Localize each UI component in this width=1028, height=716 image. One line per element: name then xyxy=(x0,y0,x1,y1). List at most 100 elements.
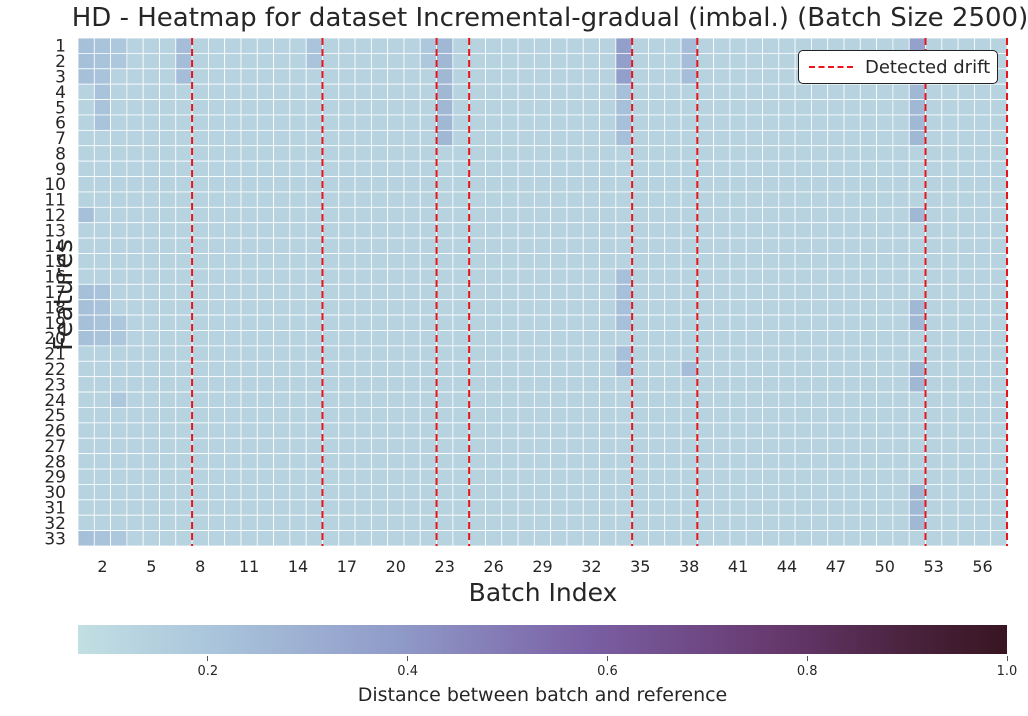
heatmap-cell xyxy=(354,514,372,532)
heatmap-cell xyxy=(305,68,323,85)
heatmap-cell xyxy=(142,37,160,54)
heatmap-cell xyxy=(517,453,535,470)
heatmap-cell xyxy=(452,453,470,470)
heatmap-cell xyxy=(533,530,552,547)
heatmap-cell xyxy=(631,376,649,393)
heatmap-cell xyxy=(501,391,519,408)
heatmap-cell xyxy=(240,345,258,362)
heatmap-cell xyxy=(403,422,421,439)
heatmap-cell xyxy=(582,376,600,393)
heatmap-cell xyxy=(745,391,763,408)
heatmap-cell xyxy=(273,222,291,239)
y-tick-label: 2 xyxy=(55,52,66,72)
heatmap-cell xyxy=(811,453,829,470)
heatmap-cell xyxy=(256,391,274,408)
heatmap-cell xyxy=(224,299,242,316)
heatmap-cell xyxy=(908,206,926,224)
heatmap-cell xyxy=(452,530,470,547)
heatmap-cell xyxy=(843,160,861,177)
y-tick-label: 31 xyxy=(44,499,66,519)
y-tick-label: 25 xyxy=(44,406,66,426)
heatmap-cell xyxy=(501,145,519,162)
heatmap-cell xyxy=(762,176,780,193)
heatmap-cell xyxy=(533,437,552,455)
heatmap-cell xyxy=(599,360,617,378)
heatmap-cell xyxy=(370,314,389,331)
heatmap-cell xyxy=(354,391,372,408)
heatmap-cell xyxy=(745,422,763,439)
heatmap-cell xyxy=(159,299,177,316)
heatmap-cell xyxy=(142,114,160,131)
y-tick-label: 10 xyxy=(44,175,66,195)
y-tick-labels: 1234567891011121314151617181920212223242… xyxy=(44,37,66,550)
heatmap-cell xyxy=(859,422,878,439)
heatmap-cell xyxy=(256,206,274,224)
heatmap-cell xyxy=(794,345,812,362)
heatmap-cell xyxy=(354,360,372,378)
heatmap-cell xyxy=(990,206,1008,224)
heatmap-cell xyxy=(517,206,535,224)
heatmap-cell xyxy=(827,360,845,378)
heatmap-cell xyxy=(631,206,649,224)
heatmap-cell xyxy=(240,68,258,85)
colorbar-tick xyxy=(407,656,409,661)
heatmap-cell xyxy=(452,314,470,331)
heatmap-cell xyxy=(582,99,600,116)
heatmap-cell xyxy=(224,437,242,455)
heatmap-cell xyxy=(354,191,372,208)
x-tick-label: 38 xyxy=(679,557,699,576)
heatmap-cell xyxy=(599,176,617,193)
heatmap-cell xyxy=(175,253,193,270)
heatmap-cell xyxy=(550,283,568,301)
heatmap-cell xyxy=(403,145,421,162)
heatmap-cell xyxy=(452,391,470,408)
heatmap-cell xyxy=(110,299,128,316)
heatmap-cell xyxy=(696,376,715,393)
heatmap-cell xyxy=(387,484,405,501)
heatmap-cell xyxy=(843,422,861,439)
heatmap-cell xyxy=(517,222,535,239)
heatmap-cell xyxy=(892,330,910,347)
heatmap-cell xyxy=(957,145,975,162)
heatmap-cell xyxy=(256,145,274,162)
heatmap-cell xyxy=(566,145,584,162)
heatmap-cell xyxy=(224,422,242,439)
x-tick-label: 26 xyxy=(483,557,503,576)
heatmap-cell xyxy=(794,422,812,439)
heatmap-cell xyxy=(305,437,323,455)
heatmap-cell xyxy=(794,206,812,224)
heatmap-cell xyxy=(533,468,552,485)
heatmap-cell xyxy=(957,407,975,424)
heatmap-cell xyxy=(403,360,421,378)
heatmap-cell xyxy=(908,422,926,439)
heatmap-cell xyxy=(892,499,910,516)
heatmap-cell xyxy=(289,499,307,516)
heatmap-cell xyxy=(550,160,568,177)
heatmap-cell xyxy=(533,268,552,285)
heatmap-cell xyxy=(126,191,144,208)
heatmap-cell xyxy=(859,237,878,254)
heatmap-cell xyxy=(126,268,144,285)
heatmap-cell xyxy=(892,360,910,378)
heatmap-cell xyxy=(207,299,226,316)
heatmap-cell xyxy=(859,530,878,547)
heatmap-cell xyxy=(436,222,454,239)
heatmap-cell xyxy=(745,514,763,532)
heatmap-cell xyxy=(191,360,209,378)
heatmap-cell xyxy=(582,283,600,301)
heatmap-cell xyxy=(859,114,878,131)
heatmap-cell xyxy=(827,237,845,254)
heatmap-cell xyxy=(159,530,177,547)
heatmap-cell xyxy=(142,376,160,393)
heatmap-cell xyxy=(876,206,894,224)
heatmap-cell xyxy=(745,68,763,85)
heatmap-cell xyxy=(745,330,763,347)
heatmap-cell xyxy=(305,114,323,131)
heatmap-cell xyxy=(615,176,633,193)
heatmap-cell xyxy=(941,129,959,147)
heatmap-cell xyxy=(338,499,356,516)
heatmap-cell xyxy=(338,114,356,131)
heatmap-cell xyxy=(892,514,910,532)
heatmap-cell xyxy=(811,160,829,177)
heatmap-cell xyxy=(631,314,649,331)
